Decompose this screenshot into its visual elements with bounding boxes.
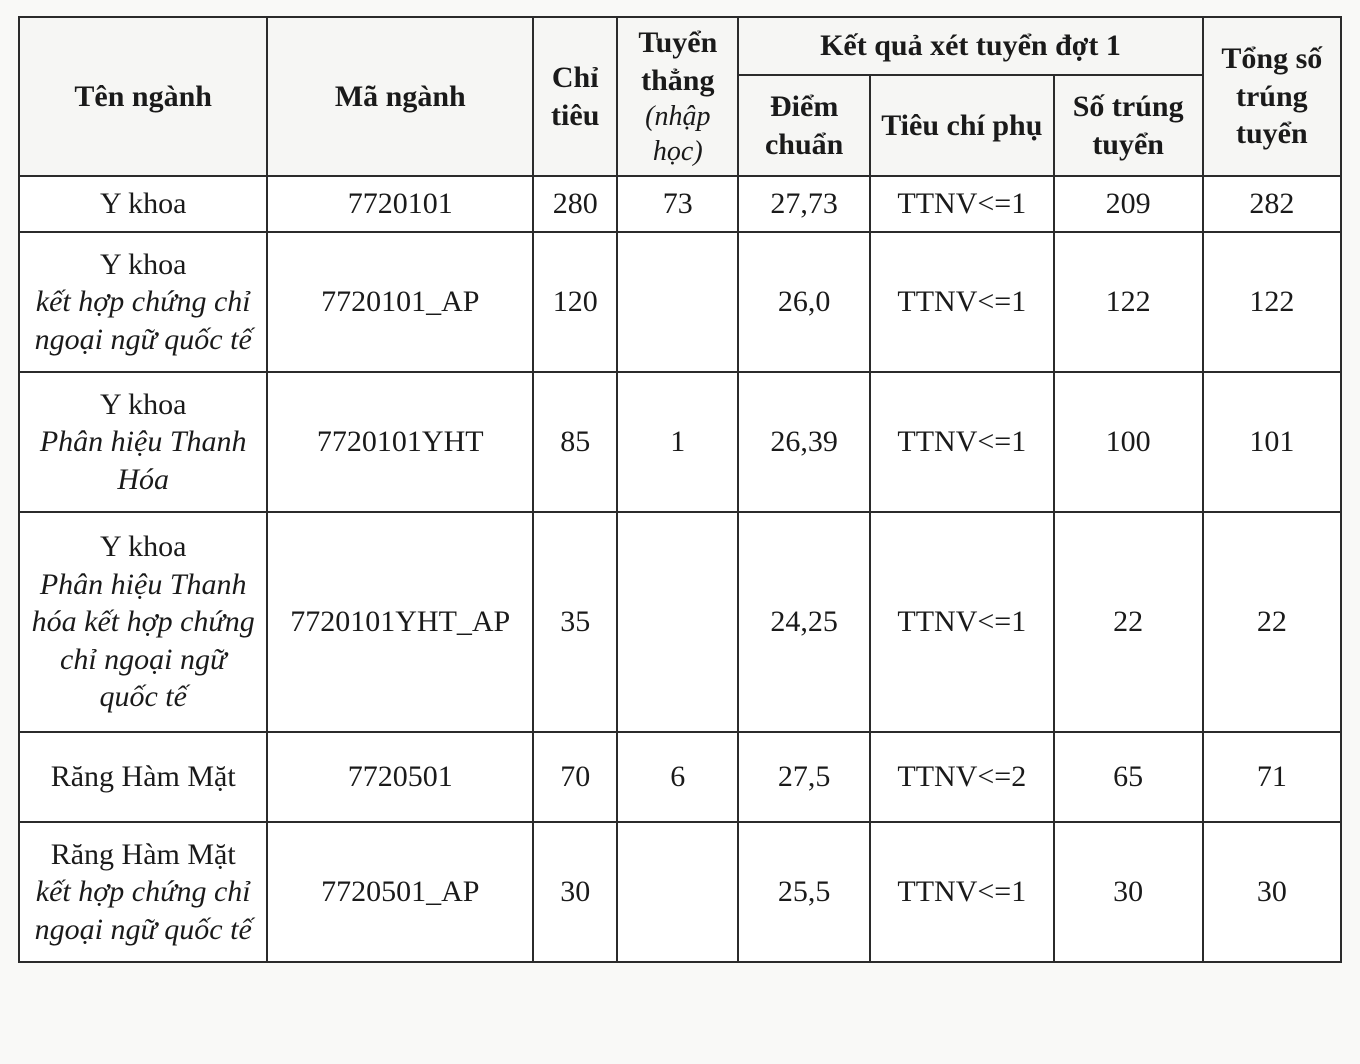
cell-major: Y khoaPhân hiệu Thanh Hóa	[19, 372, 267, 512]
cell-score: 26,0	[738, 232, 870, 372]
cell-pass: 209	[1054, 176, 1203, 232]
cell-pass: 65	[1054, 732, 1203, 822]
table-row: Y khoa77201012807327,73TTNV<=1209282	[19, 176, 1341, 232]
cell-code: 7720501_AP	[267, 822, 533, 962]
page: Tên ngành Mã ngành Chỉ tiêu Tuyển thẳng …	[0, 0, 1360, 979]
cell-major: Răng Hàm Mặt	[19, 732, 267, 822]
cell-pass: 100	[1054, 372, 1203, 512]
table-row: Y khoaPhân hiệu Thanh Hóa7720101YHT85126…	[19, 372, 1341, 512]
cell-pass: 122	[1054, 232, 1203, 372]
cell-total: 101	[1203, 372, 1341, 512]
cell-total: 71	[1203, 732, 1341, 822]
col-header-result-group: Kết quả xét tuyển đợt 1	[738, 17, 1202, 75]
cell-aux: TTNV<=1	[870, 176, 1054, 232]
cell-quota: 120	[533, 232, 617, 372]
cell-code: 7720101YHT_AP	[267, 512, 533, 732]
major-main-text: Răng Hàm Mặt	[28, 836, 258, 874]
cell-total: 282	[1203, 176, 1341, 232]
col-header-direct-main: Tuyển thẳng	[638, 26, 717, 97]
cell-direct	[617, 822, 738, 962]
cell-total: 122	[1203, 232, 1341, 372]
cell-score: 26,39	[738, 372, 870, 512]
cell-quota: 30	[533, 822, 617, 962]
cell-quota: 35	[533, 512, 617, 732]
major-sub-text: Phân hiệu Thanh hóa kết hợp chứng chỉ ng…	[28, 566, 258, 716]
cell-quota: 85	[533, 372, 617, 512]
table-row: Răng Hàm Mặt772050170627,5TTNV<=26571	[19, 732, 1341, 822]
table-header: Tên ngành Mã ngành Chỉ tiêu Tuyển thẳng …	[19, 17, 1341, 176]
col-header-aux: Tiêu chí phụ	[870, 75, 1054, 176]
col-header-code: Mã ngành	[267, 17, 533, 176]
major-main-text: Y khoa	[28, 185, 258, 223]
table-row: Y khoaPhân hiệu Thanh hóa kết hợp chứng …	[19, 512, 1341, 732]
cell-direct	[617, 512, 738, 732]
major-sub-text: kết hợp chứng chỉ ngoại ngữ quốc tế	[28, 873, 258, 948]
col-header-quota: Chỉ tiêu	[533, 17, 617, 176]
cell-direct: 6	[617, 732, 738, 822]
header-row-1: Tên ngành Mã ngành Chỉ tiêu Tuyển thẳng …	[19, 17, 1341, 75]
col-header-direct-sub: (nhập học)	[626, 99, 729, 169]
col-header-direct: Tuyển thẳng (nhập học)	[617, 17, 738, 176]
cell-aux: TTNV<=1	[870, 232, 1054, 372]
cell-major: Răng Hàm Mặtkết hợp chứng chỉ ngoại ngữ …	[19, 822, 267, 962]
cell-code: 7720101	[267, 176, 533, 232]
cell-score: 27,5	[738, 732, 870, 822]
col-header-pass: Số trúng tuyển	[1054, 75, 1203, 176]
major-main-text: Y khoa	[28, 528, 258, 566]
col-header-total: Tổng số trúng tuyển	[1203, 17, 1341, 176]
major-sub-text: Phân hiệu Thanh Hóa	[28, 423, 258, 498]
cell-pass: 30	[1054, 822, 1203, 962]
cell-aux: TTNV<=1	[870, 822, 1054, 962]
cell-score: 24,25	[738, 512, 870, 732]
cell-total: 30	[1203, 822, 1341, 962]
cell-score: 25,5	[738, 822, 870, 962]
cell-major: Y khoa	[19, 176, 267, 232]
cell-pass: 22	[1054, 512, 1203, 732]
table-row: Răng Hàm Mặtkết hợp chứng chỉ ngoại ngữ …	[19, 822, 1341, 962]
admission-table: Tên ngành Mã ngành Chỉ tiêu Tuyển thẳng …	[18, 16, 1342, 963]
table-body: Y khoa77201012807327,73TTNV<=1209282Y kh…	[19, 176, 1341, 962]
cell-major: Y khoakết hợp chứng chỉ ngoại ngữ quốc t…	[19, 232, 267, 372]
col-header-major: Tên ngành	[19, 17, 267, 176]
cell-direct: 1	[617, 372, 738, 512]
cell-code: 7720101YHT	[267, 372, 533, 512]
col-header-score: Điểm chuẩn	[738, 75, 870, 176]
major-main-text: Y khoa	[28, 246, 258, 284]
major-main-text: Răng Hàm Mặt	[28, 758, 258, 796]
table-row: Y khoakết hợp chứng chỉ ngoại ngữ quốc t…	[19, 232, 1341, 372]
cell-aux: TTNV<=1	[870, 372, 1054, 512]
cell-score: 27,73	[738, 176, 870, 232]
cell-code: 7720501	[267, 732, 533, 822]
major-main-text: Y khoa	[28, 386, 258, 424]
cell-aux: TTNV<=2	[870, 732, 1054, 822]
cell-aux: TTNV<=1	[870, 512, 1054, 732]
cell-code: 7720101_AP	[267, 232, 533, 372]
cell-major: Y khoaPhân hiệu Thanh hóa kết hợp chứng …	[19, 512, 267, 732]
cell-quota: 280	[533, 176, 617, 232]
cell-total: 22	[1203, 512, 1341, 732]
major-sub-text: kết hợp chứng chỉ ngoại ngữ quốc tế	[28, 283, 258, 358]
cell-direct: 73	[617, 176, 738, 232]
cell-direct	[617, 232, 738, 372]
cell-quota: 70	[533, 732, 617, 822]
